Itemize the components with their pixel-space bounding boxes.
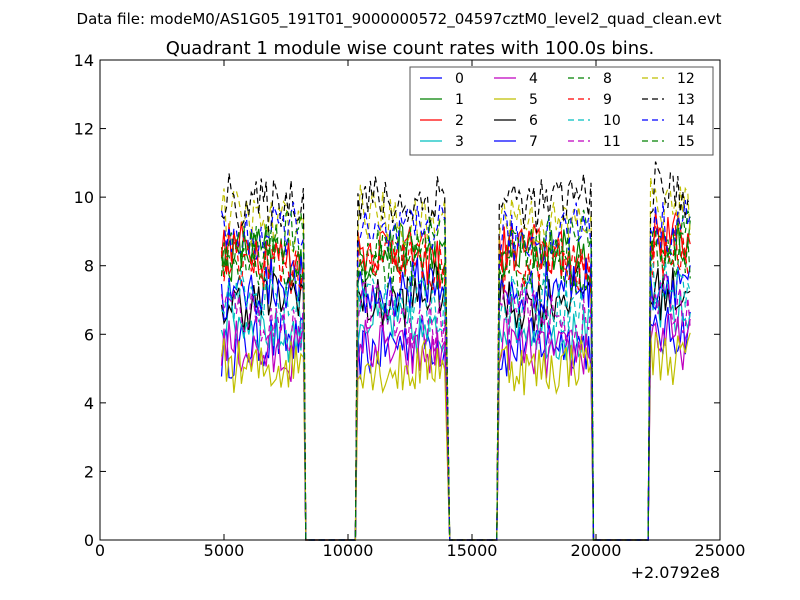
series-line-3 [220,282,691,541]
legend-label-4: 4 [529,71,538,87]
axes-frame [99,59,721,541]
legend-label-11: 11 [603,134,621,150]
legend-label-0: 0 [455,71,464,87]
series-line-4 [220,313,691,541]
legend-label-1: 1 [455,92,464,108]
y-tick-label: 10 [74,188,94,207]
x-tick-label: 15000 [447,541,498,560]
x-offset-label: +2.0792e8 [631,563,720,582]
y-tick-label: 12 [74,120,94,139]
legend-label-3: 3 [455,134,464,150]
legend-label-15: 15 [677,134,695,150]
legend-label-2: 2 [455,113,464,129]
legend-label-9: 9 [603,92,612,108]
y-tick-label: 4 [84,394,94,413]
series-line-9 [220,225,691,541]
y-tick-label: 0 [84,531,94,550]
series-line-13 [221,161,691,541]
series-line-14 [220,199,691,541]
y-tick-label: 2 [84,462,94,481]
legend-frame [409,66,714,156]
legend-label-5: 5 [529,92,538,108]
legend-label-13: 13 [677,92,695,108]
legend-label-6: 6 [529,113,538,129]
legend-label-12: 12 [677,71,695,87]
chart-title: Quadrant 1 module wise count rates with … [166,38,655,59]
legend-label-8: 8 [603,71,612,87]
legend-label-14: 14 [677,113,695,129]
x-tick-label: 20000 [571,541,622,560]
legend-label-10: 10 [603,113,621,129]
x-tick-label: 10000 [323,541,374,560]
series-line-6 [220,262,691,541]
y-tick-label: 14 [74,51,94,70]
series-line-8 [220,232,691,541]
series-line-11 [220,272,691,541]
series-layer [220,161,691,541]
legend-label-7: 7 [529,134,538,150]
series-line-10 [221,260,691,541]
series-line-15 [220,209,691,541]
series-line-7 [220,256,691,541]
y-tick-label: 6 [84,325,94,344]
datafile-header: Data file: modeM0/AS1G05_191T01_90000005… [77,10,722,29]
x-tick-label: 0 [95,541,105,560]
series-line-0 [220,306,691,541]
x-tick-label: 25000 [695,541,746,560]
x-tick-label: 5000 [204,541,245,560]
y-tick-label: 8 [84,257,94,276]
series-line-5 [220,331,691,541]
